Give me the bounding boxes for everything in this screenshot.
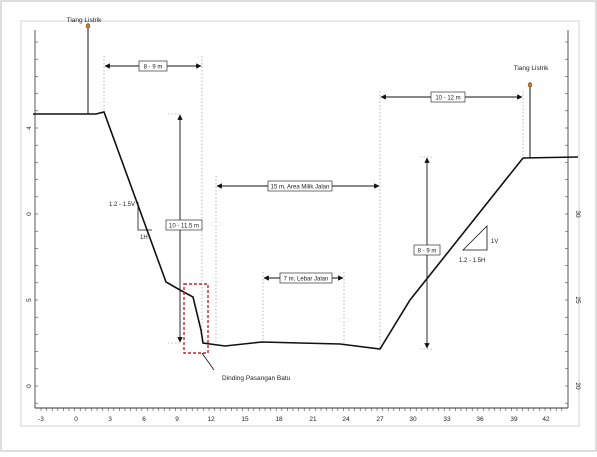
right-slope-horizontal-label: 1.2 - 1.5H [459, 258, 485, 264]
x-tick-label: -3 [38, 416, 44, 423]
dim-label-right-height: 8 - 9 m [418, 249, 437, 255]
right-slope-triangle [462, 225, 488, 251]
x-tick-label: 27 [376, 416, 384, 423]
x-tick-labels: -3 0 3 6 9 12 15 18 21 24 27 30 33 36 39… [38, 416, 550, 423]
left-slope-triangle [137, 202, 152, 231]
dim-label-top-left: 8 - 9 m [144, 65, 163, 71]
right-tick-label: 30 [574, 210, 581, 218]
right-electric-pole [527, 82, 533, 158]
dim-box-lane [279, 272, 333, 284]
x-tick-label: 33 [443, 416, 451, 423]
x-tick-label: 24 [342, 416, 350, 423]
dim-label-left-height: 10 - 11.5 m [169, 224, 199, 230]
left-electric-pole [85, 23, 91, 114]
minor-ticks [35, 41, 568, 411]
dim-box-top-right [430, 91, 466, 103]
dim-box-left-height [165, 219, 203, 231]
masonry-wall-leader [201, 352, 215, 371]
masonry-wall-label: Dinding Pasangan Batu [222, 375, 291, 382]
plot-frame [20, 20, 580, 427]
masonry-wall-highlight [183, 283, 209, 354]
x-tick-label: 6 [142, 416, 146, 423]
x-tick-label: 36 [476, 416, 484, 423]
left-tick-label: 0 [26, 212, 33, 216]
x-tick-label: 18 [275, 416, 283, 423]
right-tick-label: 25 [574, 296, 581, 304]
x-tick-label: 15 [241, 416, 249, 423]
x-tick-label: 9 [175, 416, 179, 423]
left-pole-label: Tiang Listrik [67, 17, 103, 24]
dim-box-road [267, 180, 333, 192]
right-tick-label: 20 [574, 382, 581, 390]
left-tick-label: 4 [26, 126, 33, 130]
left-slope-horizontal-label: 1H [140, 235, 148, 241]
left-slope-vertical-label: 1.2 - 1.5V [109, 202, 135, 208]
right-slope-vertical-label: 1V [491, 239, 498, 245]
x-tick-label: 21 [309, 416, 317, 423]
x-tick-label: 0 [74, 416, 78, 423]
x-tick-label: 3 [108, 416, 112, 423]
dim-box-top-left [138, 60, 168, 72]
dim-label-top-right: 10 - 12 m [435, 96, 460, 102]
x-tick-label: 39 [510, 416, 518, 423]
x-tick-label: 42 [542, 416, 550, 423]
right-pole-label: Tiang Listrik [514, 65, 550, 72]
x-tick-label: 12 [207, 416, 215, 423]
x-tick-label: 30 [409, 416, 417, 423]
dim-label-lane: 7 m, Lebar Jalan [284, 277, 329, 283]
ground-profile-line [33, 111, 579, 350]
dim-box-right-height [413, 244, 441, 256]
guide-lines [103, 56, 524, 350]
left-tick-label: 0 [26, 384, 33, 388]
dim-label-road: 15 m, Area Milik Jalan [271, 185, 330, 191]
left-tick-label: 5 [26, 298, 33, 302]
